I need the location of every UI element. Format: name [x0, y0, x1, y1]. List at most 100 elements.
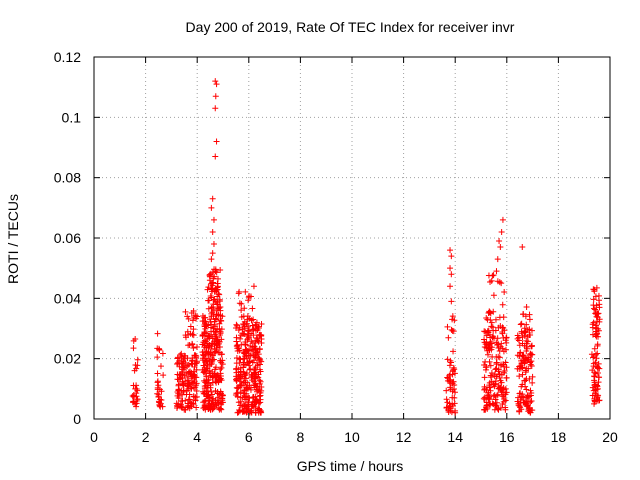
- data-point: [242, 372, 249, 379]
- data-point: [518, 320, 525, 327]
- data-point: [481, 406, 488, 413]
- data-point: [184, 328, 191, 335]
- data-point: [484, 316, 491, 323]
- data-point: [241, 322, 248, 329]
- data-point: [200, 399, 207, 406]
- data-point: [209, 304, 216, 311]
- data-point: [489, 400, 496, 407]
- data-point: [591, 345, 598, 352]
- data-point: [258, 335, 265, 342]
- data-point: [589, 367, 596, 374]
- data-point: [520, 357, 527, 364]
- data-point: [205, 321, 212, 328]
- data-point: [591, 400, 598, 407]
- data-point: [485, 396, 492, 403]
- data-point: [498, 280, 505, 287]
- chart-title: Day 200 of 2019, Rate Of TEC Index for r…: [186, 19, 515, 35]
- data-point: [255, 338, 262, 345]
- data-point: [239, 326, 246, 333]
- data-point: [590, 353, 597, 360]
- data-point: [253, 388, 260, 395]
- data-point: [501, 289, 508, 296]
- data-point: [235, 366, 242, 373]
- data-point: [212, 105, 219, 112]
- data-point: [236, 359, 243, 366]
- data-point: [258, 320, 265, 327]
- data-point: [202, 358, 209, 365]
- data-point: [193, 366, 200, 373]
- data-point: [517, 321, 524, 328]
- data-point: [254, 397, 261, 404]
- data-point: [236, 288, 243, 295]
- data-point: [496, 238, 503, 245]
- data-point: [250, 316, 257, 323]
- data-point: [186, 381, 193, 388]
- data-point: [248, 330, 255, 337]
- data-point: [174, 360, 181, 367]
- data-point: [492, 396, 499, 403]
- data-point: [514, 352, 521, 359]
- data-point: [249, 339, 256, 346]
- data-point: [241, 349, 248, 356]
- data-point: [245, 297, 252, 304]
- data-point: [254, 337, 261, 344]
- data-point: [180, 381, 187, 388]
- data-point: [213, 334, 220, 341]
- data-point: [493, 402, 500, 409]
- data-point: [481, 328, 488, 335]
- data-point: [596, 365, 603, 372]
- data-point: [521, 332, 528, 339]
- data-point: [238, 300, 245, 307]
- data-point: [450, 348, 457, 355]
- data-point: [210, 241, 217, 248]
- data-point: [193, 344, 200, 351]
- data-point: [593, 396, 600, 403]
- data-point: [182, 334, 189, 341]
- data-point: [452, 409, 459, 416]
- data-point: [212, 153, 219, 160]
- data-point: [185, 342, 192, 349]
- data-point: [447, 265, 454, 272]
- data-point: [522, 377, 529, 384]
- data-point: [589, 384, 596, 391]
- x-tick-label: 6: [245, 429, 253, 445]
- data-point: [203, 373, 210, 380]
- data-point: [593, 310, 600, 317]
- data-point: [182, 353, 189, 360]
- x-tick-label: 2: [142, 429, 150, 445]
- data-point: [451, 317, 458, 324]
- data-point: [190, 345, 197, 352]
- data-point: [492, 380, 499, 387]
- data-point: [519, 381, 526, 388]
- data-point: [500, 384, 507, 391]
- x-tick-label: 4: [193, 429, 201, 445]
- data-point: [526, 393, 533, 400]
- data-point: [515, 400, 522, 407]
- data-point: [211, 338, 218, 345]
- data-point: [498, 228, 505, 235]
- data-point: [249, 305, 256, 312]
- data-point: [244, 359, 251, 366]
- data-point: [242, 288, 249, 295]
- data-point: [159, 350, 166, 357]
- data-point: [519, 371, 526, 378]
- data-point: [448, 253, 455, 260]
- data-point: [207, 351, 214, 358]
- data-point: [154, 370, 161, 377]
- data-point: [217, 405, 224, 412]
- data-point: [199, 318, 206, 325]
- data-point: [209, 250, 216, 257]
- data-point: [211, 288, 218, 295]
- data-point: [493, 359, 500, 366]
- data-point: [241, 361, 248, 368]
- y-tick-label: 0.08: [54, 170, 81, 186]
- data-point: [486, 384, 493, 391]
- data-point: [213, 373, 220, 380]
- data-point: [233, 354, 240, 361]
- y-axis-label: ROTI / TECUs: [5, 194, 21, 284]
- data-point: [496, 354, 503, 361]
- data-point: [449, 313, 456, 320]
- data-point: [590, 363, 597, 370]
- data-point: [526, 375, 533, 382]
- data-point: [174, 389, 181, 396]
